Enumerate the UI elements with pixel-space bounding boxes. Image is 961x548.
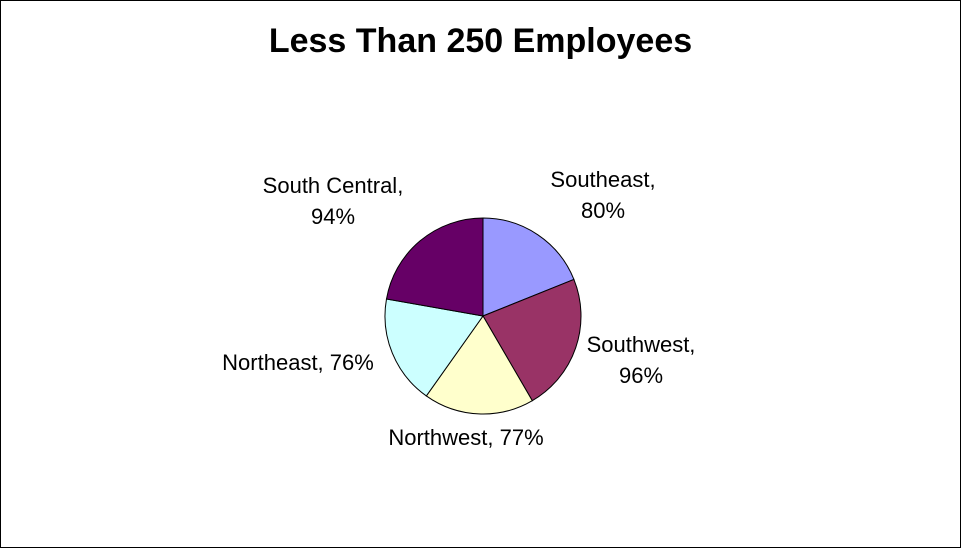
data-label-southeast: Southeast, 80% (550, 167, 655, 223)
pie-slice-southwest (482, 278, 582, 402)
pie-slice-northwest (425, 315, 533, 415)
chart-title: Less Than 250 Employees (268, 22, 693, 60)
data-label-southwest: Southwest, 96% (587, 332, 696, 388)
data-label-south-central: South Central, 94% (263, 173, 404, 229)
pie-slice-southeast (482, 217, 575, 317)
data-label-northwest: Northwest, 77% (388, 425, 543, 450)
pie-slice-northeast (384, 298, 484, 397)
pie-slice-south-central (385, 217, 484, 317)
data-label-northeast: Northeast, 76% (222, 350, 374, 375)
